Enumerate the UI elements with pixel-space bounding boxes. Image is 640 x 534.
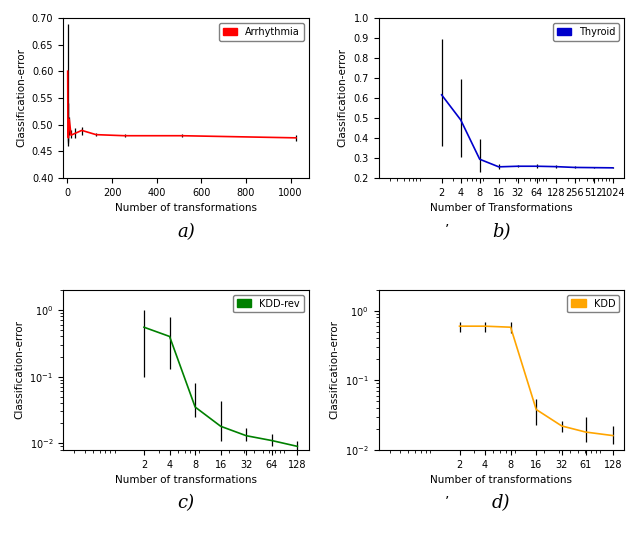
Text: ’: ’ — [445, 223, 449, 237]
Text: c): c) — [177, 494, 195, 513]
Y-axis label: Classification-error: Classification-error — [14, 320, 24, 419]
Legend: KDD: KDD — [568, 295, 619, 312]
X-axis label: Number of transformations: Number of transformations — [115, 203, 257, 213]
Text: a): a) — [177, 223, 195, 241]
X-axis label: Number of Transformations: Number of Transformations — [430, 203, 573, 213]
Legend: KDD-rev: KDD-rev — [233, 295, 304, 312]
Text: b): b) — [492, 223, 511, 241]
Y-axis label: Classification-error: Classification-error — [338, 49, 348, 147]
X-axis label: Number of transformations: Number of transformations — [430, 475, 572, 485]
Y-axis label: Classification-error: Classification-error — [330, 320, 339, 419]
Text: ’: ’ — [445, 494, 449, 508]
Text: d): d) — [492, 494, 511, 513]
X-axis label: Number of transformations: Number of transformations — [115, 475, 257, 485]
Legend: Thyroid: Thyroid — [553, 23, 619, 41]
Legend: Arrhythmia: Arrhythmia — [219, 23, 304, 41]
Y-axis label: Classification-error: Classification-error — [16, 49, 26, 147]
